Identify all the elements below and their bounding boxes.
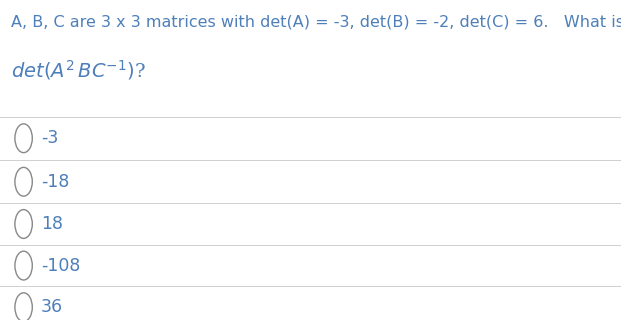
Text: A, B, C are 3 x 3 matrices with det(A) = -3, det(B) = -2, det(C) = 6.   What is: A, B, C are 3 x 3 matrices with det(A) =…: [11, 14, 621, 29]
Text: 36: 36: [41, 298, 63, 316]
Text: $\mathit{det}(A^2\,BC^{-1})$?: $\mathit{det}(A^2\,BC^{-1})$?: [11, 58, 146, 82]
Text: -3: -3: [41, 129, 58, 147]
Text: -108: -108: [41, 257, 80, 275]
Text: 18: 18: [41, 215, 63, 233]
Text: -18: -18: [41, 173, 70, 191]
